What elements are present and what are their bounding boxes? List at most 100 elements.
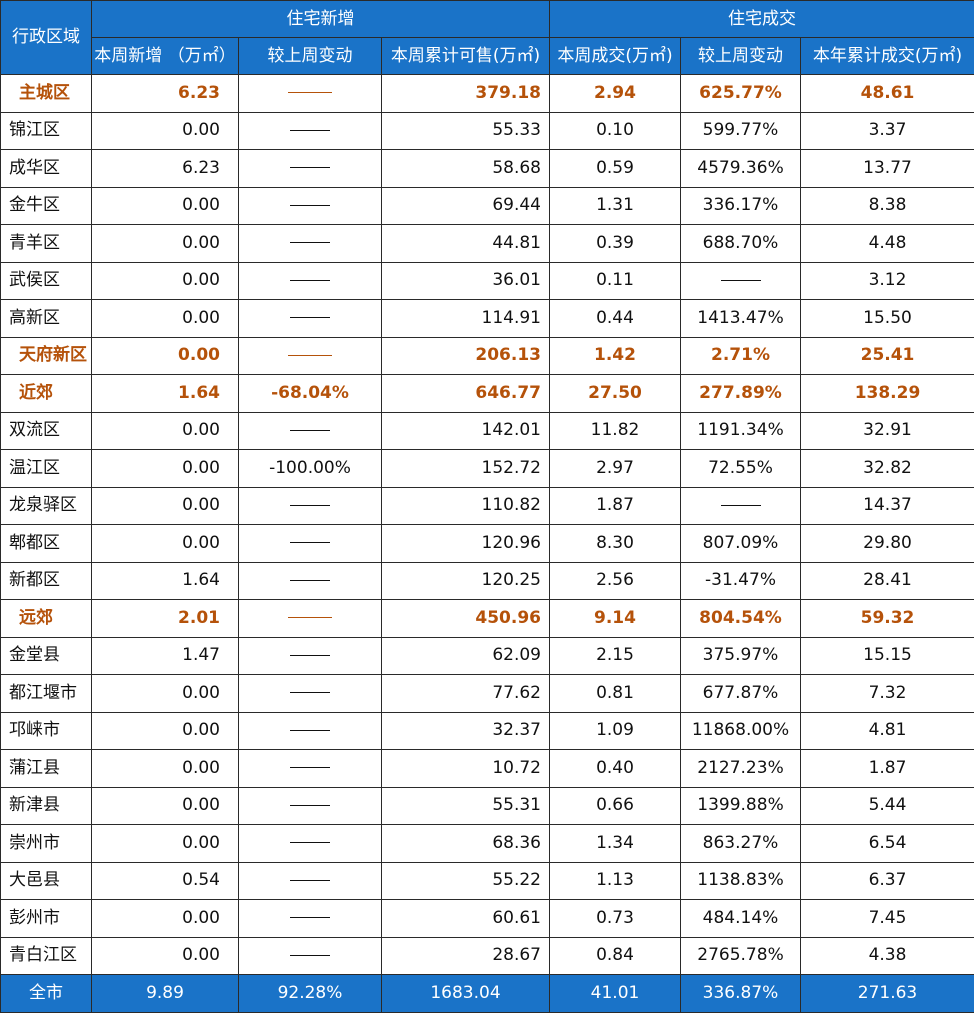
deal-change-cell: 1399.88% bbox=[680, 786, 801, 825]
table-row: 邛崃市 0.00 32.37 1.09 11868.00% 4.81 bbox=[0, 711, 974, 750]
deal-change-cell: 11868.00% bbox=[680, 711, 801, 750]
table-row: 新都区 1.64 120.25 2.56 -31.47% 28.41 bbox=[0, 561, 974, 600]
ytd-deal-cell: 1.87 bbox=[800, 749, 974, 788]
no-data-dash bbox=[288, 354, 332, 356]
weekly-new-cell: 0.00 bbox=[91, 411, 239, 450]
col-header-weekly-new: 本周新增 （万㎡） bbox=[91, 37, 239, 75]
weekly-new-cell: 1.64 bbox=[91, 374, 239, 413]
weekly-new-cell: 2.01 bbox=[91, 599, 239, 638]
no-data-dash bbox=[290, 279, 330, 281]
region-name-cell: 金牛区 bbox=[0, 186, 92, 225]
region-name-cell: 新都区 bbox=[0, 561, 92, 600]
table-row: 武侯区 0.00 36.01 0.11 3.12 bbox=[0, 261, 974, 300]
weekly-deal-cell: 0.11 bbox=[549, 261, 681, 300]
ytd-deal-cell: 59.32 bbox=[800, 599, 974, 638]
deal-change-cell: 804.54% bbox=[680, 599, 801, 638]
table-row: 高新区 0.00 114.91 0.44 1413.47% 15.50 bbox=[0, 299, 974, 338]
weekly-new-cell: 0.00 bbox=[91, 824, 239, 863]
weekly-new-cell: 0.00 bbox=[91, 449, 239, 488]
no-data-dash bbox=[720, 504, 761, 506]
weekly-new-cell: 0.00 bbox=[91, 261, 239, 300]
deal-change-cell: 863.27% bbox=[680, 824, 801, 863]
weekly-deal-cell: 2.94 bbox=[549, 74, 681, 113]
weekly-deal-cell: 2.97 bbox=[549, 449, 681, 488]
new-change-cell bbox=[238, 486, 382, 525]
table-row: 新津县 0.00 55.31 0.66 1399.88% 5.44 bbox=[0, 786, 974, 825]
cumulative-available-cell: 206.13 bbox=[381, 336, 550, 375]
deal-change-cell: 1413.47% bbox=[680, 299, 801, 338]
weekly-new-cell: 0.54 bbox=[91, 861, 239, 900]
table-row: 崇州市 0.00 68.36 1.34 863.27% 6.54 bbox=[0, 824, 974, 863]
no-data-dash bbox=[290, 242, 330, 244]
new-change-cell bbox=[238, 411, 382, 450]
cumulative-available-cell: 114.91 bbox=[381, 299, 550, 338]
ytd-deal-cell: 48.61 bbox=[800, 74, 974, 113]
table-row: 远郊 2.01 450.96 9.14 804.54% 59.32 bbox=[0, 599, 974, 638]
ytd-deal-cell: 4.81 bbox=[800, 711, 974, 750]
weekly-deal-cell: 1.34 bbox=[549, 824, 681, 863]
weekly-deal-cell: 1.31 bbox=[549, 186, 681, 225]
new-change-cell bbox=[238, 224, 382, 263]
new-change-cell bbox=[238, 899, 382, 938]
new-change-cell bbox=[238, 749, 382, 788]
deal-change-cell bbox=[680, 261, 801, 300]
new-change-cell bbox=[238, 936, 382, 975]
region-name-cell: 青羊区 bbox=[0, 224, 92, 263]
total-row: 全市 9.89 92.28% 1683.04 41.01 336.87% 271.63 bbox=[0, 974, 974, 1013]
region-name-cell: 天府新区 bbox=[0, 336, 92, 375]
cumulative-available-cell: 77.62 bbox=[381, 674, 550, 713]
new-change-cell: -100.00% bbox=[238, 449, 382, 488]
deal-change-cell: 2127.23% bbox=[680, 749, 801, 788]
table-row: 青羊区 0.00 44.81 0.39 688.70% 4.48 bbox=[0, 224, 974, 263]
weekly-new-cell: 1.64 bbox=[91, 561, 239, 600]
weekly-new-cell: 0.00 bbox=[91, 524, 239, 563]
cumulative-available-cell: 450.96 bbox=[381, 599, 550, 638]
total-ytd-deal-cell: 271.63 bbox=[800, 974, 974, 1013]
region-name-cell: 金堂县 bbox=[0, 636, 92, 675]
region-name-cell: 蒲江县 bbox=[0, 749, 92, 788]
no-data-dash bbox=[288, 617, 332, 619]
cumulative-available-cell: 62.09 bbox=[381, 636, 550, 675]
weekly-deal-cell: 0.44 bbox=[549, 299, 681, 338]
new-change-cell bbox=[238, 261, 382, 300]
cumulative-available-cell: 646.77 bbox=[381, 374, 550, 413]
new-change-cell bbox=[238, 711, 382, 750]
no-data-dash bbox=[290, 204, 330, 206]
table-row: 郫都区 0.00 120.96 8.30 807.09% 29.80 bbox=[0, 524, 974, 563]
new-change-cell bbox=[238, 336, 382, 375]
new-change-cell bbox=[238, 111, 382, 150]
table-row: 青白江区 0.00 28.67 0.84 2765.78% 4.38 bbox=[0, 936, 974, 975]
deal-change-cell: 72.55% bbox=[680, 449, 801, 488]
table-row: 都江堰市 0.00 77.62 0.81 677.87% 7.32 bbox=[0, 674, 974, 713]
table-row: 主城区 6.23 379.18 2.94 625.77% 48.61 bbox=[0, 74, 974, 113]
weekly-new-cell: 0.00 bbox=[91, 936, 239, 975]
total-label-cell: 全市 bbox=[0, 974, 92, 1013]
region-name-cell: 成华区 bbox=[0, 149, 92, 188]
group-header-transactions: 住宅成交 bbox=[549, 0, 974, 38]
group-header-new-supply: 住宅新增 bbox=[91, 0, 550, 38]
table-body: 主城区 6.23 379.18 2.94 625.77% 48.61 锦江区 0.00 55.3… bbox=[0, 74, 974, 1013]
region-name-cell: 青白江区 bbox=[0, 936, 92, 975]
region-name-cell: 近郊 bbox=[0, 374, 92, 413]
deal-change-cell: 807.09% bbox=[680, 524, 801, 563]
total-weekly-new-cell: 9.89 bbox=[91, 974, 239, 1013]
weekly-deal-cell: 0.66 bbox=[549, 786, 681, 825]
weekly-new-cell: 0.00 bbox=[91, 486, 239, 525]
table-row: 蒲江县 0.00 10.72 0.40 2127.23% 1.87 bbox=[0, 749, 974, 788]
col-header-weekly-transactions: 本周成交(万㎡) bbox=[549, 37, 681, 75]
cumulative-available-cell: 28.67 bbox=[381, 936, 550, 975]
weekly-deal-cell: 0.59 bbox=[549, 149, 681, 188]
region-name-cell: 崇州市 bbox=[0, 824, 92, 863]
deal-change-cell: 4579.36% bbox=[680, 149, 801, 188]
cumulative-available-cell: 44.81 bbox=[381, 224, 550, 263]
region-name-cell: 邛崃市 bbox=[0, 711, 92, 750]
no-data-dash bbox=[290, 729, 330, 731]
no-data-dash bbox=[288, 92, 332, 94]
ytd-deal-cell: 6.37 bbox=[800, 861, 974, 900]
ytd-deal-cell: 3.12 bbox=[800, 261, 974, 300]
total-weekly-deal-cell: 41.01 bbox=[549, 974, 681, 1013]
region-name-cell: 新津县 bbox=[0, 786, 92, 825]
cumulative-available-cell: 68.36 bbox=[381, 824, 550, 863]
weekly-deal-cell: 0.40 bbox=[549, 749, 681, 788]
